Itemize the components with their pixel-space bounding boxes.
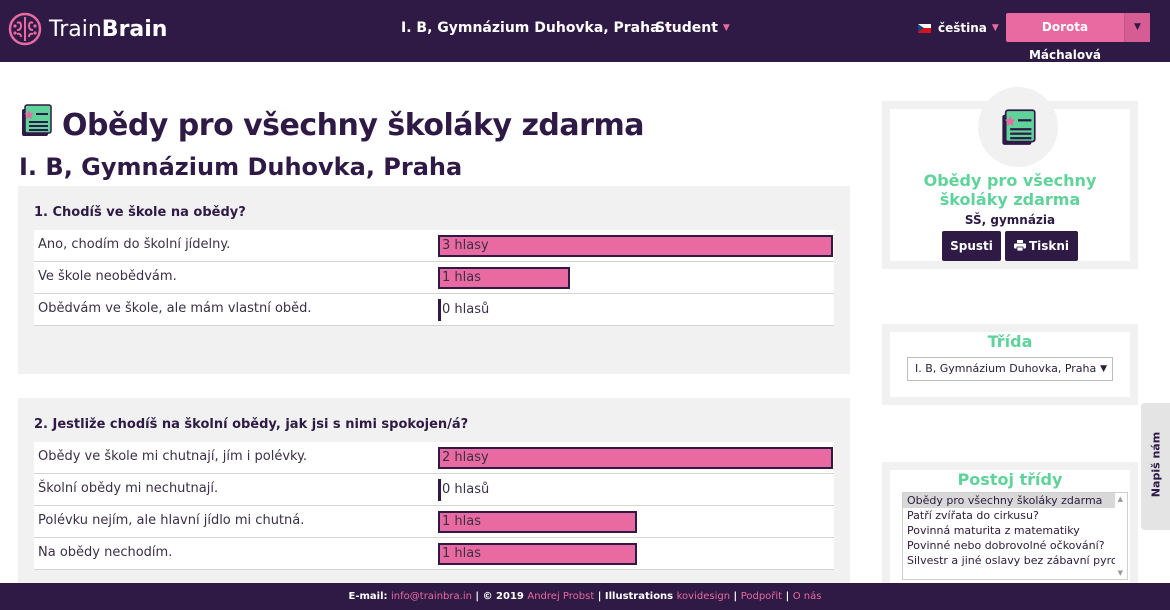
vote-bar bbox=[438, 447, 833, 469]
vote-count: 1 hlas bbox=[442, 270, 481, 285]
answer-row: Polévku nejím, ale hlavní jídlo mi chutn… bbox=[34, 506, 834, 538]
vote-bar-track: 1 hlas bbox=[438, 511, 833, 533]
class-card: Třída I. B, Gymnázium Duhovka, Praha ▼ bbox=[882, 324, 1138, 405]
vote-bar-track: 0 hlasů bbox=[438, 479, 833, 501]
answer-label: Ve škole neobědvám. bbox=[38, 269, 177, 284]
vote-bar-track: 3 hlasy bbox=[438, 235, 833, 257]
vote-count: 3 hlasy bbox=[442, 238, 489, 253]
question-panel: 1. Chodíš ve škole na obědy? Ano, chodím… bbox=[18, 186, 850, 374]
vote-bar bbox=[438, 543, 637, 565]
list-item[interactable]: Silvestr a jiné oslavy bez zábavní pyrot… bbox=[907, 554, 1115, 567]
answer-label: Obědvám ve škole, ale mám vlastní oběd. bbox=[38, 301, 312, 316]
topic-title[interactable]: Obědy pro všechny školáky zdarma bbox=[923, 171, 1097, 209]
vote-bar-track: 2 hlasy bbox=[438, 447, 833, 469]
vote-bar bbox=[438, 479, 441, 501]
user-name[interactable]: Dorota Máchalová bbox=[1028, 20, 1102, 62]
answer-row: Obědvám ve škole, ale mám vlastní oběd. … bbox=[34, 294, 834, 326]
answer-label: Na obědy nechodím. bbox=[38, 545, 173, 560]
document-icon bbox=[1002, 109, 1036, 145]
answer-row: Ano, chodím do školní jídelny. 3 hlasy bbox=[34, 230, 834, 262]
footer-email-prefix: E-mail: bbox=[348, 591, 388, 602]
footer-about-link[interactable]: O nás bbox=[792, 591, 822, 602]
answer-label: Školní obědy mi nechutnají. bbox=[38, 481, 219, 496]
topic-card-inner: Obědy pro všechny školáky zdarma SŠ, gym… bbox=[890, 87, 1130, 261]
print-label: Tiskni bbox=[1028, 239, 1070, 253]
answer-row: Školní obědy mi nechutnají. 0 hlasů bbox=[34, 474, 834, 506]
stance-listbox[interactable]: Obědy pro všechny školáky zdarma Patří z… bbox=[902, 492, 1128, 580]
vote-bar bbox=[438, 299, 441, 321]
stance-heading: Postoj třídy bbox=[957, 470, 1063, 489]
footer-illustrations-prefix: Illustrations bbox=[604, 591, 674, 602]
vote-bar-track: 0 hlasů bbox=[438, 299, 833, 321]
vote-bar-track: 1 hlas bbox=[438, 267, 833, 289]
class-select[interactable]: I. B, Gymnázium Duhovka, Praha ▼ bbox=[907, 357, 1113, 381]
print-button[interactable]: Tiskni bbox=[1005, 231, 1078, 261]
top-navbar: TrainBrain I. B, Gymnázium Duhovka, Prah… bbox=[0, 0, 1170, 62]
class-select-value: I. B, Gymnázium Duhovka, Praha bbox=[915, 362, 1097, 375]
list-item[interactable]: Patří zvířata do cirkusu? bbox=[907, 509, 1039, 522]
footer-email-link[interactable]: info@trainbra.in bbox=[391, 591, 472, 602]
caret-down-icon[interactable]: ▼ bbox=[1124, 13, 1150, 42]
vote-count: 2 hlasy bbox=[442, 450, 489, 465]
footer-author-link[interactable]: Andrej Probst bbox=[527, 591, 595, 602]
document-icon bbox=[22, 104, 52, 136]
question-panel: 2. Jestliže chodíš na školní obědy, jak … bbox=[18, 398, 850, 583]
user-menu-button[interactable]: Dorota Máchalová ▼ bbox=[1006, 13, 1150, 62]
answer-row: Obědy ve škole mi chutnají, jím i polévk… bbox=[34, 442, 834, 474]
answer-label: Obědy ve škole mi chutnají, jím i polévk… bbox=[38, 449, 308, 464]
question-title: 1. Chodíš ve škole na obědy? bbox=[34, 205, 246, 220]
topic-level: SŠ, gymnázia bbox=[964, 213, 1056, 227]
question-title: 2. Jestliže chodíš na školní obědy, jak … bbox=[34, 417, 469, 432]
caret-down-icon: ▼ bbox=[1100, 364, 1107, 374]
caret-down-icon: ▼ bbox=[991, 23, 999, 33]
vote-count: 0 hlasů bbox=[442, 302, 490, 317]
stance-card-inner: Postoj třídy Obědy pro všechny školáky z… bbox=[890, 470, 1130, 583]
footer: E-mail: info@trainbra.in | © 2019 Andrej… bbox=[0, 583, 1170, 610]
answer-label: Polévku nejím, ale hlavní jídlo mi chutn… bbox=[38, 513, 305, 528]
page-title: Obědy pro všechny školáky zdarma bbox=[62, 108, 644, 143]
feedback-tab[interactable]: Napiš nám bbox=[1141, 403, 1170, 530]
answer-row: Na obědy nechodím. 1 hlas bbox=[34, 538, 834, 570]
list-item[interactable]: Povinná maturita z matematiky bbox=[907, 524, 1080, 537]
feedback-label: Napiš nám bbox=[1149, 431, 1163, 498]
class-heading: Třída bbox=[987, 332, 1033, 351]
footer-copyright: © 2019 bbox=[482, 591, 524, 602]
caret-down-icon: ▼ bbox=[664, 23, 672, 33]
vote-bar bbox=[438, 235, 833, 257]
footer-support-link[interactable]: Podpořit bbox=[740, 591, 783, 602]
class-nav-dropdown[interactable]: I. B, Gymnázium Duhovka, Praha ▼ bbox=[401, 20, 672, 36]
answer-row: Ve škole neobědvám. 1 hlas bbox=[34, 262, 834, 294]
vote-count: 1 hlas bbox=[442, 514, 481, 529]
logo[interactable]: TrainBrain bbox=[8, 12, 167, 46]
scroll-up-icon[interactable]: ▲ bbox=[1117, 495, 1123, 503]
answer-label: Ano, chodím do školní jídelny. bbox=[38, 237, 231, 252]
scroll-down-icon[interactable]: ▼ bbox=[1117, 569, 1123, 577]
role-nav-dropdown[interactable]: Student ▼ bbox=[655, 20, 730, 36]
footer-illustrator-link[interactable]: kovidesign bbox=[676, 591, 731, 602]
language-dropdown[interactable]: čeština ▼ bbox=[918, 21, 999, 35]
class-card-inner: Třída I. B, Gymnázium Duhovka, Praha ▼ bbox=[890, 332, 1130, 397]
brain-icon bbox=[8, 12, 42, 46]
start-button[interactable]: Spusti bbox=[942, 231, 1001, 261]
topic-icon-circle bbox=[978, 87, 1058, 167]
caret-down-icon: ▼ bbox=[722, 23, 730, 33]
vote-count: 1 hlas bbox=[442, 546, 481, 561]
stance-card: Postoj třídy Obědy pro všechny školáky z… bbox=[882, 462, 1138, 583]
topic-card: Obědy pro všechny školáky zdarma SŠ, gym… bbox=[882, 87, 1138, 269]
printer-icon bbox=[1013, 240, 1026, 252]
vote-count: 0 hlasů bbox=[442, 482, 490, 497]
list-item[interactable]: Povinné nebo dobrovolné očkování? bbox=[907, 539, 1105, 552]
vote-bar bbox=[438, 511, 637, 533]
list-item[interactable]: Obědy pro všechny školáky zdarma bbox=[903, 493, 1115, 508]
page-subtitle: I. B, Gymnázium Duhovka, Praha bbox=[19, 153, 463, 181]
czech-flag-icon bbox=[918, 23, 931, 33]
vote-bar bbox=[438, 267, 570, 289]
vote-bar-track: 1 hlas bbox=[438, 543, 833, 565]
logo-text: TrainBrain bbox=[49, 16, 168, 42]
